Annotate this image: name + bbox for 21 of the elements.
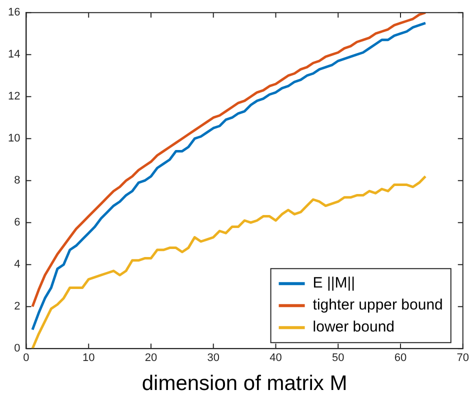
y-tick-label: 0 — [14, 342, 20, 355]
y-tick-label: 10 — [8, 132, 20, 145]
y-tick-label: 6 — [14, 216, 20, 229]
y-tick-label: 4 — [14, 258, 20, 271]
y-tick-label: 12 — [8, 90, 20, 103]
x-tick-label: 70 — [456, 352, 470, 364]
x-tick-label: 60 — [394, 352, 407, 364]
y-tick-label: 14 — [8, 48, 20, 61]
x-tick-label: 20 — [144, 352, 158, 364]
legend-label: E ||M|| — [312, 274, 356, 292]
y-tick-label: 16 — [8, 6, 20, 19]
x-tick-label: 0 — [23, 352, 30, 364]
legend-label: lower bound — [312, 318, 395, 336]
legend-label: tighter upper bound — [312, 296, 443, 314]
x-tick-label: 10 — [82, 352, 95, 364]
y-tick-label: 8 — [14, 174, 20, 187]
x-axis-title: dimension of matrix M — [142, 372, 348, 396]
x-tick-label: 40 — [270, 352, 282, 364]
x-tick-label: 30 — [207, 352, 220, 364]
x-tick-label: 50 — [332, 352, 344, 364]
y-tick-label: 2 — [14, 300, 20, 313]
